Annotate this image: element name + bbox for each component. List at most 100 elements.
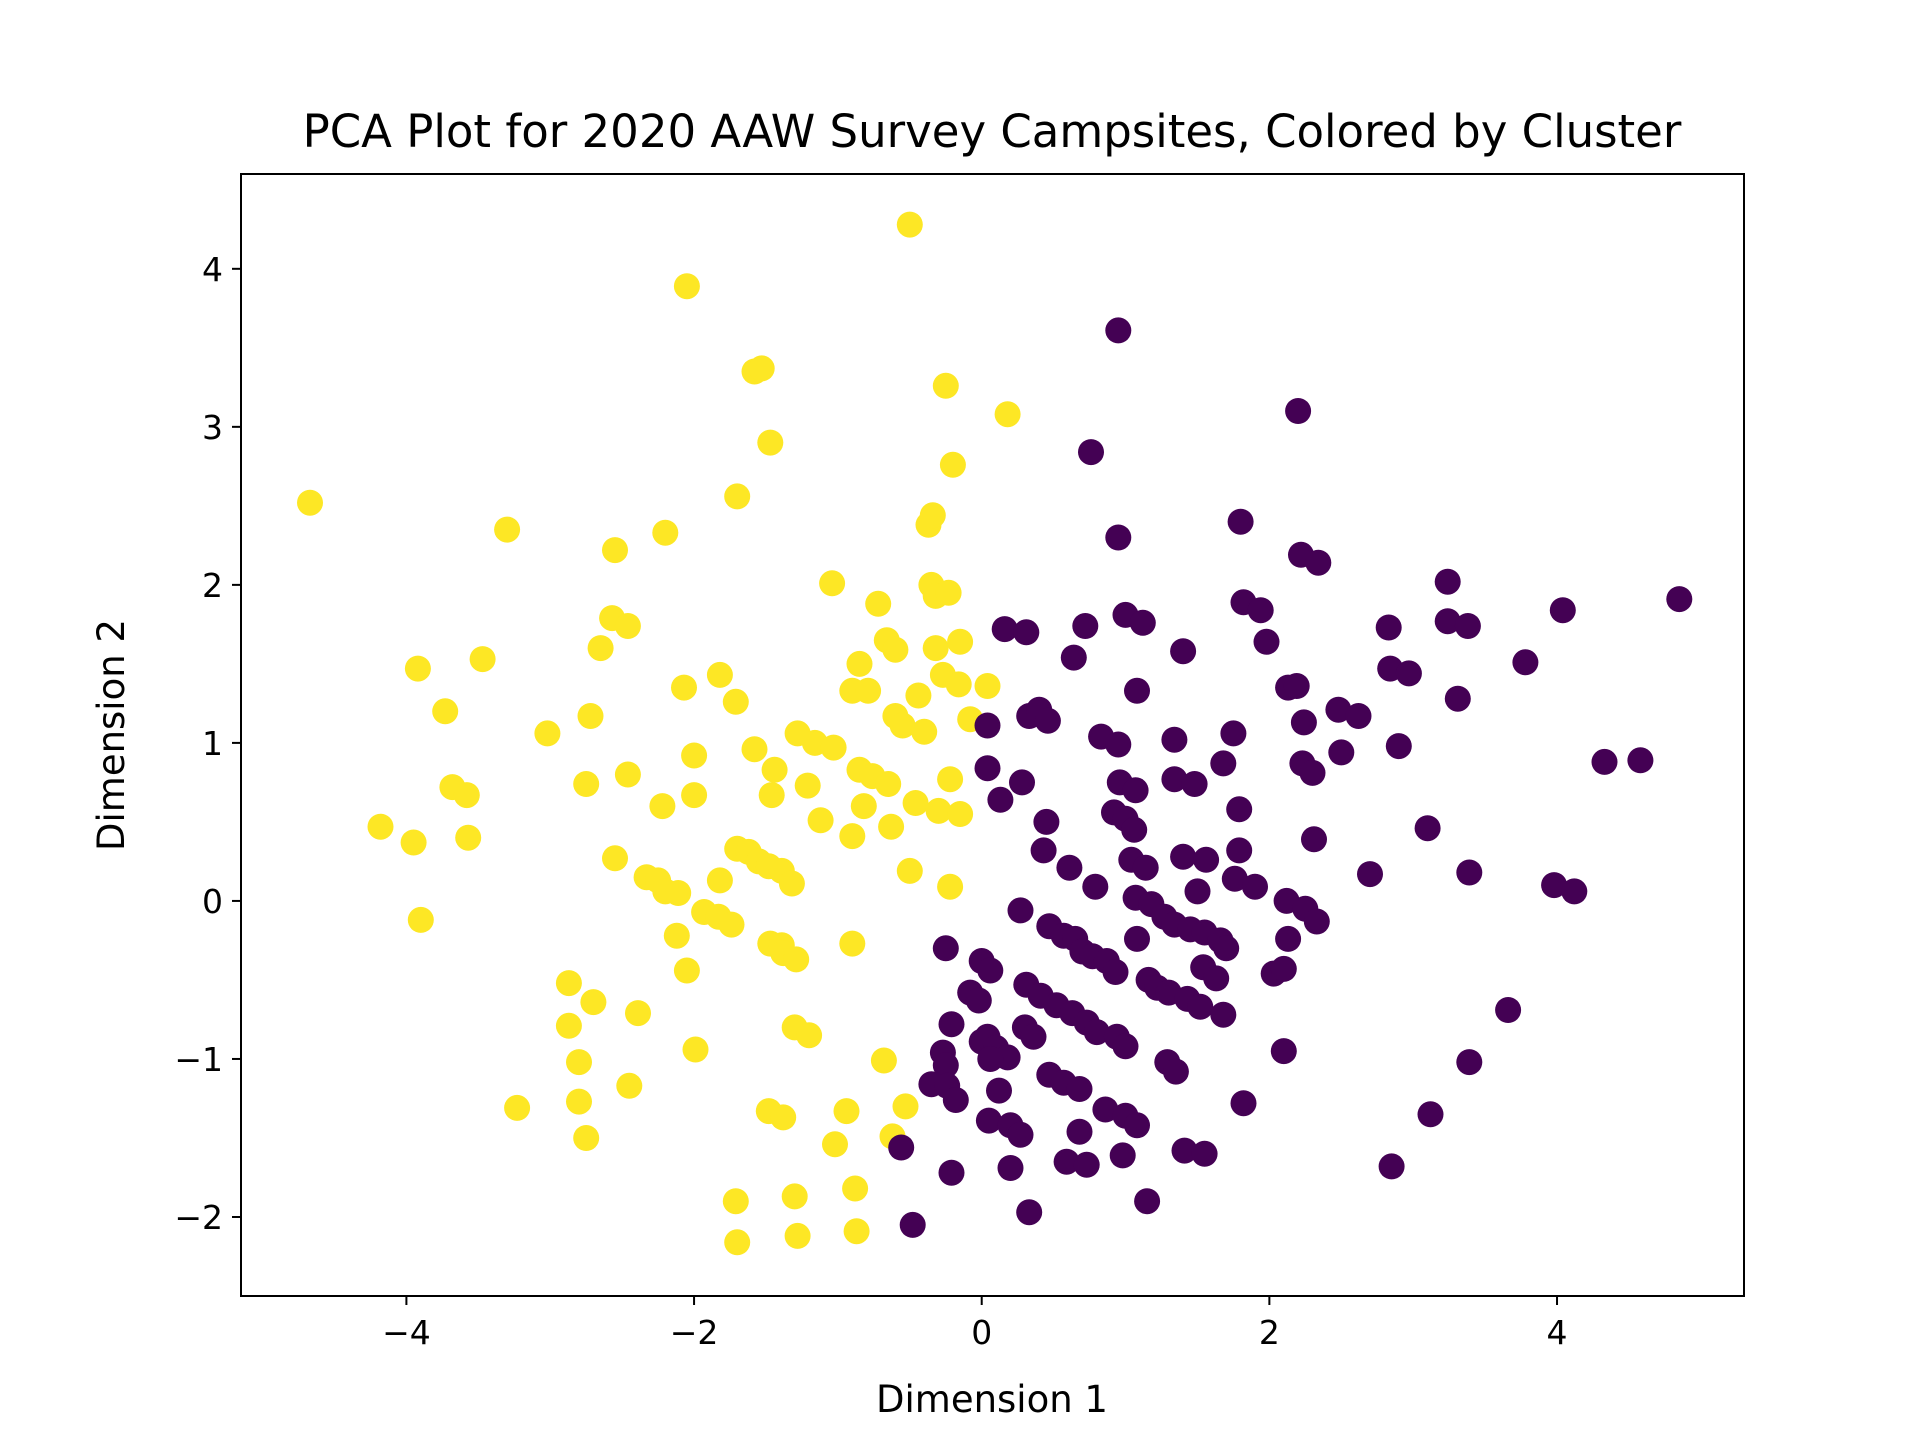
- scatter-point: [1013, 619, 1040, 646]
- scatter-point: [942, 1087, 969, 1113]
- scatter-point: [455, 824, 482, 851]
- scatter-point: [1083, 1019, 1110, 1046]
- scatter-point: [977, 957, 1004, 984]
- scatter-point: [1112, 1033, 1139, 1060]
- scatter-point: [1122, 777, 1149, 804]
- scatter-point: [706, 867, 733, 894]
- scatter-point: [404, 655, 431, 682]
- scatter-point: [1454, 613, 1481, 639]
- scatter-point: [1193, 846, 1220, 873]
- scatter-point: [671, 674, 697, 701]
- scatter-point: [616, 1072, 643, 1099]
- points-layer: [297, 211, 1693, 1256]
- scatter-point: [1270, 955, 1297, 982]
- y-tick-label: 1: [202, 724, 223, 763]
- scatter-point: [1512, 649, 1539, 676]
- scatter-point: [1105, 731, 1132, 758]
- x-tick-label: −2: [670, 1313, 719, 1352]
- scatter-point: [842, 1175, 869, 1202]
- scatter-point: [748, 355, 775, 382]
- scatter-point: [899, 1211, 926, 1238]
- y-axis-ticks: −2 −1 0 1 2 3 4: [174, 250, 241, 1237]
- scatter-point: [878, 813, 905, 840]
- scatter-point: [986, 1077, 1012, 1104]
- scatter-point: [888, 1134, 915, 1161]
- scatter-point: [889, 712, 916, 739]
- scatter-point: [783, 946, 810, 973]
- scatter-point: [875, 771, 902, 797]
- scatter-point: [911, 718, 938, 745]
- scatter-point: [1078, 439, 1104, 466]
- scatter-point: [1210, 750, 1237, 777]
- scatter-point: [1627, 747, 1654, 774]
- scatter-point: [573, 1125, 600, 1151]
- scatter-point: [555, 1012, 582, 1039]
- scatter-point: [761, 756, 788, 783]
- scatter-point: [1056, 854, 1083, 881]
- scatter-point: [1184, 878, 1211, 905]
- scatter-point: [1102, 959, 1129, 985]
- scatter-point: [682, 1036, 709, 1063]
- y-tick-label: 0: [202, 882, 223, 921]
- scatter-point: [938, 1011, 965, 1038]
- scatter-point: [1290, 709, 1317, 736]
- scatter-point: [865, 590, 892, 617]
- scatter-point: [855, 677, 882, 704]
- scatter-point: [718, 911, 745, 938]
- scatter-point: [994, 401, 1021, 428]
- scatter-point: [1034, 707, 1061, 734]
- scatter-point: [947, 628, 974, 655]
- scatter-point: [673, 273, 700, 300]
- y-tick-label: −1: [174, 1040, 223, 1079]
- scatter-point: [706, 661, 733, 688]
- scatter-point: [663, 922, 690, 949]
- scatter-point: [1242, 873, 1268, 900]
- scatter-point: [932, 935, 959, 962]
- scatter-point: [1033, 808, 1060, 835]
- scatter-point: [1221, 865, 1248, 892]
- scatter-point: [1414, 815, 1441, 842]
- scatter-point: [673, 957, 700, 984]
- scatter-point: [724, 483, 751, 510]
- scatter-point: [1230, 1090, 1257, 1117]
- scatter-point: [850, 793, 877, 820]
- scatter-point: [935, 579, 962, 606]
- scatter-point: [469, 646, 496, 673]
- scatter-point: [1072, 613, 1099, 639]
- scatter-point: [1434, 608, 1461, 635]
- scatter-point: [1303, 908, 1330, 935]
- x-axis-ticks: −4 −2 0 2 4: [382, 1296, 1568, 1352]
- scatter-point: [1591, 748, 1618, 775]
- scatter-point: [820, 734, 847, 761]
- scatter-point: [947, 801, 974, 827]
- scatter-point: [1187, 993, 1214, 1020]
- scatter-point: [975, 1107, 1002, 1134]
- scatter-point: [1541, 872, 1568, 899]
- cluster-series-2: [888, 317, 1693, 1238]
- x-tick-label: 0: [971, 1313, 992, 1352]
- scatter-point: [1105, 317, 1132, 344]
- scatter-point: [922, 635, 949, 662]
- scatter-point: [870, 1047, 897, 1074]
- scatter-point: [1191, 1140, 1218, 1167]
- scatter-point: [1561, 878, 1588, 905]
- scatter-point: [758, 782, 785, 809]
- scatter-point: [1129, 609, 1156, 636]
- scatter-point: [896, 211, 923, 238]
- scatter-point: [1132, 854, 1159, 881]
- scatter-point: [778, 870, 805, 897]
- scatter-point: [974, 712, 1001, 739]
- scatter-point: [1009, 769, 1035, 796]
- scatter-point: [839, 930, 866, 957]
- scatter-point: [580, 989, 607, 1016]
- scatter-point: [1495, 997, 1522, 1023]
- scatter-point: [833, 1098, 860, 1125]
- y-tick-label: 2: [202, 566, 223, 605]
- scatter-point: [1105, 524, 1132, 551]
- scatter-point: [807, 807, 834, 834]
- scatter-point: [555, 970, 582, 997]
- scatter-point: [1082, 873, 1109, 900]
- x-tick-label: −4: [382, 1313, 431, 1352]
- scatter-point: [625, 1000, 651, 1027]
